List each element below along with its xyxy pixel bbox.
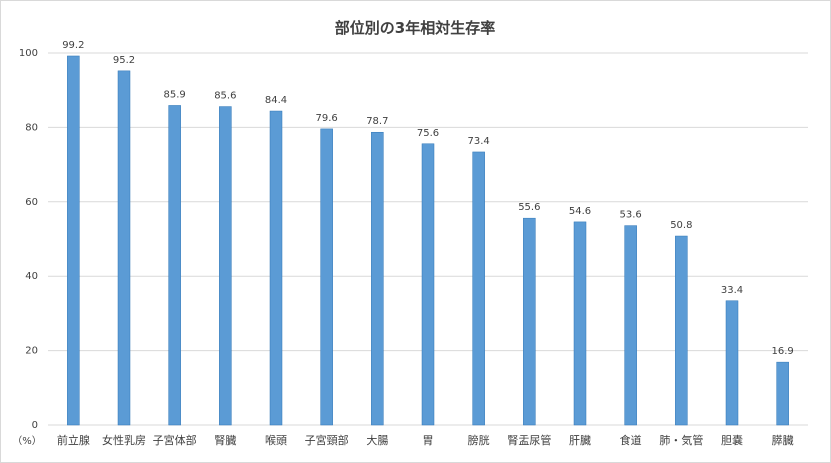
x-tick-label: 胃 — [423, 434, 434, 447]
x-tick-label: 女性乳房 — [102, 433, 146, 447]
data-label: 85.6 — [214, 91, 236, 102]
x-tick-label: 肝臓 — [569, 434, 591, 447]
x-tick-label: 喉頭 — [265, 434, 287, 447]
x-tick-label: 食道 — [620, 433, 642, 447]
bar — [219, 106, 232, 426]
data-label: 85.9 — [164, 89, 186, 100]
x-tick-label: 子宮頸部 — [305, 433, 349, 447]
data-label: 99.2 — [62, 40, 84, 51]
x-tick-label: 肺・気管 — [659, 433, 703, 447]
bar — [472, 151, 485, 426]
bar — [776, 361, 789, 426]
bar — [725, 300, 739, 426]
data-label: 79.6 — [316, 113, 338, 124]
x-tick-label: 前立腺 — [57, 433, 90, 447]
data-label: 75.6 — [417, 128, 439, 139]
y-tick-label: 100 — [19, 48, 38, 59]
x-tick-label: 膵臓 — [772, 434, 794, 447]
bar — [675, 235, 688, 426]
bar — [421, 143, 435, 426]
x-tick-label: 膀胱 — [468, 433, 490, 447]
data-label: 78.7 — [366, 116, 388, 127]
bars — [67, 55, 789, 426]
data-label: 84.4 — [265, 95, 287, 106]
data-label: 16.9 — [772, 346, 794, 357]
y-tick-label: 20 — [25, 346, 38, 357]
x-tick-label: 子宮体部 — [153, 433, 197, 447]
y-unit-label: （%） — [12, 435, 42, 447]
data-label: 33.4 — [721, 285, 743, 296]
y-tick-label: 40 — [25, 271, 38, 282]
data-label: 53.6 — [620, 210, 642, 221]
data-label: 50.8 — [670, 220, 692, 231]
bar — [320, 128, 333, 426]
data-label: 73.4 — [468, 136, 490, 147]
y-tick-label: 80 — [25, 122, 38, 133]
chart-title: 部位別の3年相対生存率 — [335, 19, 495, 37]
y-tick-label: 60 — [25, 197, 38, 208]
bar — [523, 217, 536, 426]
bar — [117, 70, 131, 426]
bar — [269, 110, 283, 426]
x-tick-label: 腎臓 — [214, 434, 236, 447]
data-label: 54.6 — [569, 206, 591, 217]
bar — [168, 105, 181, 426]
data-label: 95.2 — [113, 55, 135, 66]
bar — [573, 221, 587, 426]
y-axis-ticks: 0 20 40 60 80 100 — [19, 48, 38, 431]
x-tick-label: 胆嚢 — [721, 433, 743, 447]
data-label: 55.6 — [518, 202, 540, 213]
category-labels: 前立腺 女性乳房 子宮体部 腎臓 喉頭 子宮頸部 大腸 胃 膀胱 腎盂尿管 肝臓 食道 肺・気管 胆嚢 膵臓 — [57, 433, 794, 447]
x-tick-label: 腎盂尿管 — [507, 433, 551, 447]
bar — [371, 131, 384, 426]
y-tick-label: 0 — [32, 420, 38, 431]
bar — [67, 55, 80, 426]
value-labels: 99.2 95.2 85.9 85.6 84.4 79.6 78.7 75.6 73.4 55.6… — [62, 40, 794, 357]
bar — [624, 225, 637, 426]
x-tick-label: 大腸 — [366, 433, 388, 447]
